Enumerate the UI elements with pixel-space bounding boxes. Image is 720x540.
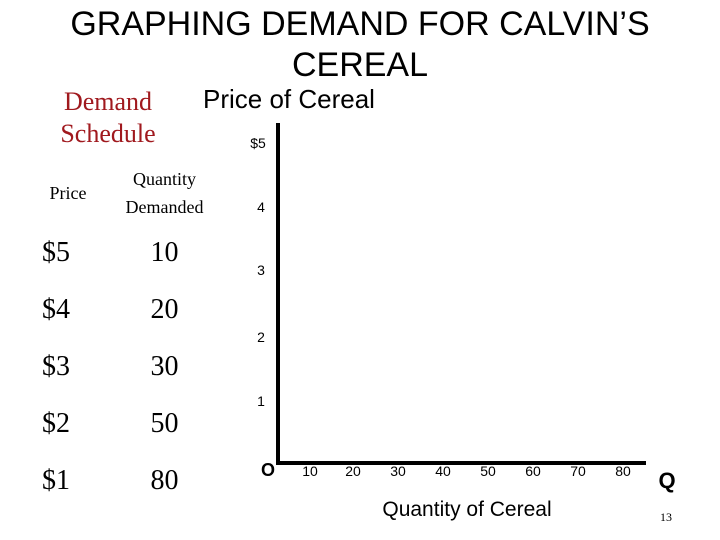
row-price: $3 [42,350,70,382]
table-row: $3 30 [30,338,217,395]
row-price: $2 [42,407,70,439]
y-tick-label: $5 [250,135,266,151]
row-price: $4 [42,293,70,325]
schedule-title-line-2: Schedule [60,119,156,148]
y-tick-label: 1 [257,393,265,409]
y-tick-label: 2 [257,329,265,345]
x-tick-label: 20 [345,463,361,479]
page-number: 13 [660,510,672,524]
row-quantity: 10 [150,236,179,268]
x-tick-label: 70 [570,463,586,479]
x-axis-title: Quantity of Cereal [382,498,551,521]
header-quantity-line-2: Demanded [125,197,204,217]
table-row: $5 10 [30,224,217,281]
y-tick-label: 3 [257,262,265,278]
x-tick-label: 80 [615,463,631,479]
row-price: $1 [42,464,70,496]
x-tick-label: 60 [525,463,541,479]
header-quantity: Quantity Demanded [112,162,217,224]
table-row: $2 50 [30,395,217,452]
row-quantity: 30 [150,350,179,382]
table-row: $1 80 [30,452,217,509]
row-quantity: 20 [150,293,179,325]
slide-title-line-1: GRAPHING DEMAND FOR CALVIN’S [70,5,650,43]
table-header-row: Price Quantity Demanded [30,162,217,224]
schedule-title: Demand Schedule [28,86,188,150]
x-axis-symbol: Q [658,468,675,493]
slide-title-line-2: CEREAL [291,46,429,84]
x-tick-label: 30 [390,463,406,479]
y-axis-title: Price of Cereal [203,84,375,114]
row-price: $5 [42,236,70,268]
origin-label: O [261,460,275,480]
x-tick-label: 50 [480,463,496,479]
y-tick-label: 4 [257,199,265,215]
header-quantity-line-1: Quantity [133,169,196,189]
demand-schedule-table: Price Quantity Demanded $5 10 $4 20 $3 3… [30,162,217,509]
x-tick-label: 10 [302,463,318,479]
x-tick-label: 40 [435,463,451,479]
schedule-title-line-1: Demand [63,87,153,116]
row-quantity: 80 [150,464,179,496]
slide-title: GRAPHING DEMAND FOR CALVIN’S CEREAL [50,4,670,86]
table-row: $4 20 [30,281,217,338]
row-quantity: 50 [150,407,179,439]
header-price: Price [49,182,87,203]
